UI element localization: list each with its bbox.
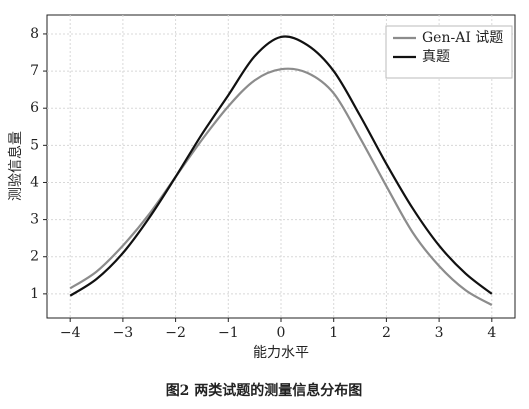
x-tick-label: 0 bbox=[277, 325, 286, 341]
x-tick-label: −2 bbox=[165, 325, 186, 341]
x-tick-label: 3 bbox=[435, 325, 444, 341]
y-tick-label: 2 bbox=[30, 249, 39, 265]
y-tick-label: 1 bbox=[30, 286, 39, 302]
x-tick-label: −1 bbox=[218, 325, 239, 341]
series-line bbox=[69, 35, 493, 297]
legend-label: Gen-AI 试题 bbox=[422, 30, 503, 46]
y-tick-label: 7 bbox=[30, 63, 39, 79]
x-tick-label: −4 bbox=[60, 325, 81, 341]
y-tick-label: 5 bbox=[30, 137, 39, 153]
legend-label: 真题 bbox=[422, 49, 450, 65]
y-tick-label: 4 bbox=[30, 174, 39, 190]
x-tick-label: −3 bbox=[113, 325, 134, 341]
legend-box bbox=[385, 25, 513, 79]
x-axis-label: 能力水平 bbox=[253, 345, 309, 361]
y-tick-label: 8 bbox=[30, 26, 39, 42]
x-tick-label: 2 bbox=[382, 325, 391, 341]
x-tick-label: 4 bbox=[487, 325, 496, 341]
y-tick-label: 6 bbox=[30, 100, 39, 116]
series-line bbox=[69, 67, 493, 306]
x-tick-label: 1 bbox=[329, 325, 338, 341]
y-axis-label: 测验信息量 bbox=[7, 131, 24, 201]
caption: 图2 两类试题的测量信息分布图 bbox=[166, 382, 363, 399]
y-tick-label: 3 bbox=[30, 212, 39, 228]
